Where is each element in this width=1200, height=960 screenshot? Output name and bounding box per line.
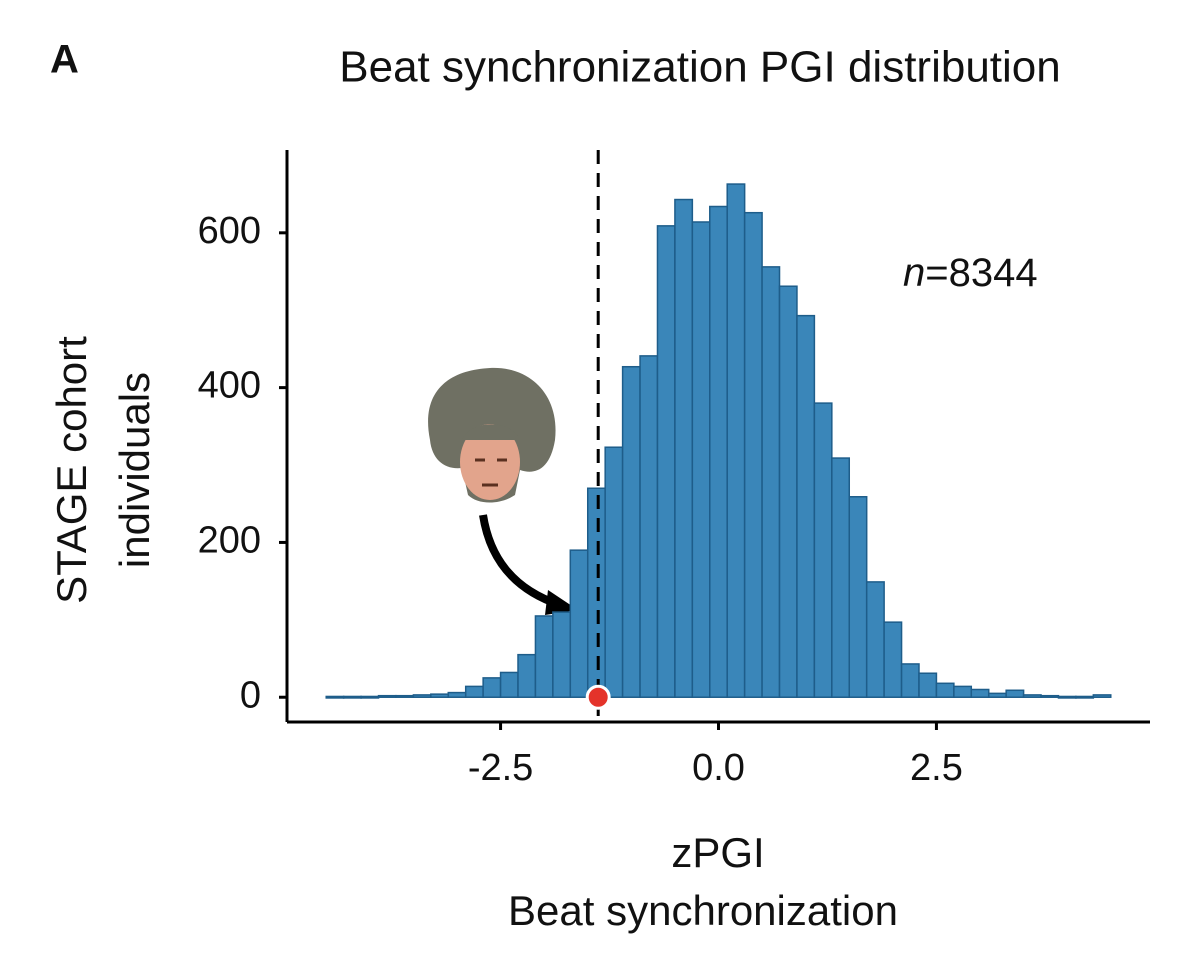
bar <box>360 695 380 699</box>
bar <box>865 581 885 698</box>
bar <box>831 457 851 698</box>
panel-label: A <box>50 38 79 82</box>
bar <box>342 695 362 699</box>
bar <box>395 694 415 698</box>
bar <box>674 198 694 698</box>
bar <box>970 688 990 698</box>
bar <box>918 672 938 698</box>
bar <box>621 365 641 698</box>
bar <box>900 663 920 698</box>
y-tick-label: 200 <box>198 519 261 561</box>
y-axis-label: STAGE cohort <box>48 336 95 604</box>
bar <box>778 285 798 698</box>
x-tick-label: 0.0 <box>692 747 745 789</box>
bar <box>709 205 728 698</box>
bar <box>464 685 484 698</box>
x-axis-label: zPGI <box>671 829 764 876</box>
bar <box>1040 694 1060 698</box>
bar <box>412 694 432 698</box>
arrow <box>479 514 562 609</box>
y-axis-label: individuals <box>111 372 158 568</box>
y-tick-label: 400 <box>198 365 261 407</box>
bar <box>691 221 711 698</box>
bar <box>761 266 781 698</box>
bar <box>586 487 606 698</box>
x-axis-label: Beat synchronization <box>508 887 898 934</box>
annotation: n=8344 <box>903 251 1038 295</box>
bar <box>726 183 746 698</box>
bar <box>953 685 973 698</box>
bar <box>883 621 903 698</box>
bar <box>796 314 816 698</box>
bar <box>325 695 345 699</box>
bar <box>1022 694 1042 698</box>
annotation-variable: n <box>903 251 925 295</box>
bar <box>1005 689 1025 698</box>
bar <box>935 682 955 698</box>
x-tick-label: -2.5 <box>468 747 533 789</box>
y-tick-label: 0 <box>240 674 261 716</box>
x-tick-label: 2.5 <box>910 747 963 789</box>
bar <box>552 611 572 698</box>
portrait <box>428 367 556 503</box>
bar <box>656 225 676 698</box>
chart-title: Beat synchronization PGI distribution <box>339 43 1061 92</box>
highlight-point <box>585 684 611 710</box>
bar <box>1057 695 1077 699</box>
bar <box>1092 694 1112 698</box>
bar <box>848 496 868 698</box>
bar <box>987 692 1007 698</box>
bar <box>1075 695 1095 699</box>
bar <box>482 677 502 698</box>
bar <box>604 446 624 698</box>
bar <box>447 691 467 698</box>
bar <box>377 694 397 698</box>
bar <box>813 402 833 698</box>
bar <box>517 653 537 698</box>
bar <box>430 693 450 698</box>
bar <box>639 355 659 698</box>
bar <box>569 549 589 698</box>
annotation-text: =8344 <box>925 251 1037 295</box>
bar <box>534 615 554 698</box>
y-tick-label: 600 <box>198 210 261 252</box>
bar <box>743 211 763 698</box>
bar <box>499 671 519 698</box>
